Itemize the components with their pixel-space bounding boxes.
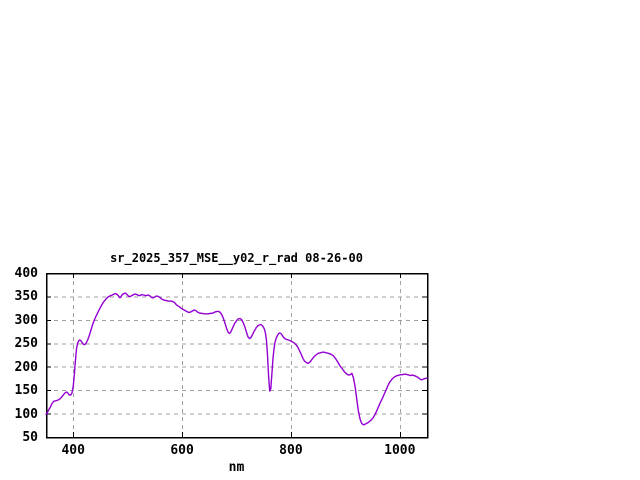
y-tick-label: 350	[14, 289, 38, 305]
data-line	[45, 292, 428, 426]
x-tick-label: 600	[170, 443, 194, 458]
chart-title: sr_2025_357_MSE__y02_r_rad 08-26-00	[110, 251, 363, 265]
y-tick-label: 300	[14, 312, 38, 328]
y-tick-label: 150	[14, 383, 38, 399]
x-tick-label: 400	[61, 443, 85, 458]
y-tick-label: 200	[14, 359, 38, 375]
plot-border	[45, 272, 429, 439]
y-tick-label: 50	[22, 430, 38, 445]
y-tick-label: 400	[14, 266, 38, 281]
x-tick-label: 1000	[384, 443, 416, 458]
x-axis-label: nm	[228, 460, 245, 475]
x-tick-label: 800	[279, 443, 303, 458]
y-tick-label: 100	[14, 406, 38, 422]
y-tick-label: 250	[14, 336, 38, 352]
